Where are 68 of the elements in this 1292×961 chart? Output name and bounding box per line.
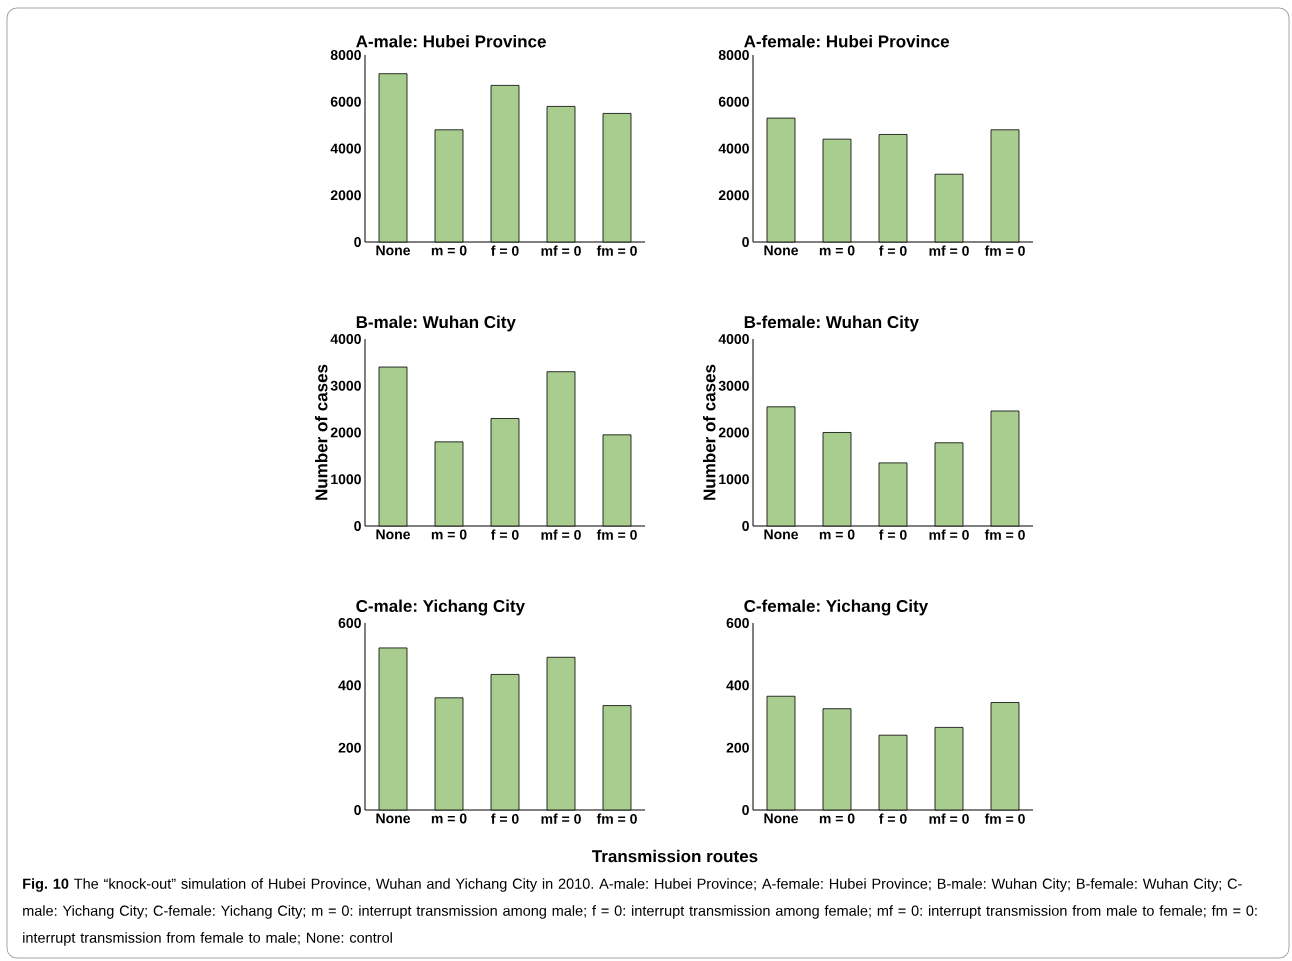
text: Fig. 10 The “knock-out” simulation of Hubei Province, Wuhan and Yichang City in 2010. A-male: Hubei Province; A-female: Hubei Province; B-male: Wuhan City; B-female: Wuhan City; C-male: Yichang City; C-female: Yichang City; m = 0: interrupt transmission among male; f = 0: interrupt transmission among female; mf = 0: interrupt transmission from male to female; fm = 0: interrupt transmission from female to male; None: control [23, 878, 1257, 946]
chart-title: C-female: Yichang City [744, 599, 929, 616]
y-tick-label: 600 [726, 618, 749, 628]
x-tick-label: mf = 0 [929, 529, 969, 540]
y-axis-title: Number of cases [314, 364, 328, 500]
y-tick-label: 6000 [330, 96, 361, 107]
chart-title: B-female: Wuhan City [744, 315, 919, 332]
x-tick-label: f = 0 [879, 813, 907, 824]
x-tick-label: fm = 0 [596, 813, 637, 824]
x-tick-label: f = 0 [491, 813, 519, 824]
x-tick-label: f = 0 [491, 529, 519, 540]
x-tick-label: mf = 0 [929, 245, 969, 256]
x-tick-label: mf = 0 [541, 529, 581, 540]
x-tick-label: f = 0 [879, 529, 907, 540]
y-tick-label: 1000 [331, 474, 361, 485]
x-tick-label: None [764, 813, 799, 824]
x-tick-label: fm = 0 [984, 813, 1025, 824]
y-tick-label: 200 [338, 742, 361, 753]
x-tick-label: fm = 0 [596, 529, 637, 540]
x-tick-label: m = 0 [819, 245, 855, 256]
x-tick-label: m = 0 [431, 245, 467, 256]
chart-title: C-male: Yichang City [356, 599, 525, 616]
x-tick-label: m = 0 [819, 529, 855, 540]
y-tick-label: 0 [742, 805, 749, 815]
x-tick-label: m = 0 [431, 813, 467, 824]
y-tick-label: 2000 [330, 190, 361, 201]
y-tick-label: 4000 [330, 143, 361, 154]
x-tick-label: None [764, 529, 799, 540]
x-tick-label: m = 0 [431, 529, 467, 540]
x-tick-label: fm = 0 [984, 245, 1025, 256]
y-tick-label: 0 [742, 521, 749, 531]
y-tick-label: 8000 [330, 50, 361, 60]
y-tick-label: 400 [338, 680, 361, 691]
x-axis-title: Transmission routes [592, 849, 758, 863]
y-tick-label: 3000 [330, 380, 361, 391]
y-axis-title: Number of cases [702, 364, 716, 500]
chart-title: A-female: Hubei Province [744, 34, 950, 48]
y-tick-label: 2000 [330, 427, 361, 438]
x-tick-label: m = 0 [819, 813, 855, 824]
x-tick-label: mf = 0 [541, 813, 581, 824]
x-tick-label: None [376, 245, 411, 256]
y-tick-label: 400 [726, 680, 749, 691]
x-tick-label: f = 0 [879, 245, 907, 256]
chart-title: A-male: Hubei Province [356, 34, 546, 48]
y-tick-label: 0 [354, 521, 361, 531]
y-tick-label: 200 [726, 742, 749, 753]
y-tick-label: 8000 [718, 50, 749, 60]
y-tick-label: 0 [354, 805, 361, 815]
y-tick-label: 6000 [718, 96, 749, 107]
x-tick-label: None [376, 813, 411, 824]
x-tick-label: fm = 0 [596, 245, 637, 256]
x-tick-label: mf = 0 [929, 813, 969, 824]
y-tick-label: 3000 [718, 380, 749, 391]
x-tick-label: f = 0 [491, 245, 519, 256]
y-tick-label: 2000 [718, 427, 749, 438]
y-tick-label: 4000 [718, 143, 749, 154]
x-tick-label: None [376, 529, 411, 540]
y-tick-label: 4000 [330, 334, 361, 344]
x-tick-label: mf = 0 [541, 245, 581, 256]
y-tick-label: 600 [338, 618, 361, 628]
y-tick-label: 0 [354, 237, 361, 247]
chart-title: B-male: Wuhan City [356, 315, 516, 332]
y-tick-label: 2000 [718, 190, 749, 201]
x-tick-label: fm = 0 [984, 529, 1025, 540]
y-tick-label: 0 [742, 237, 749, 247]
x-tick-label: None [764, 245, 799, 256]
y-tick-label: 4000 [718, 334, 749, 344]
y-tick-label: 1000 [719, 474, 749, 485]
